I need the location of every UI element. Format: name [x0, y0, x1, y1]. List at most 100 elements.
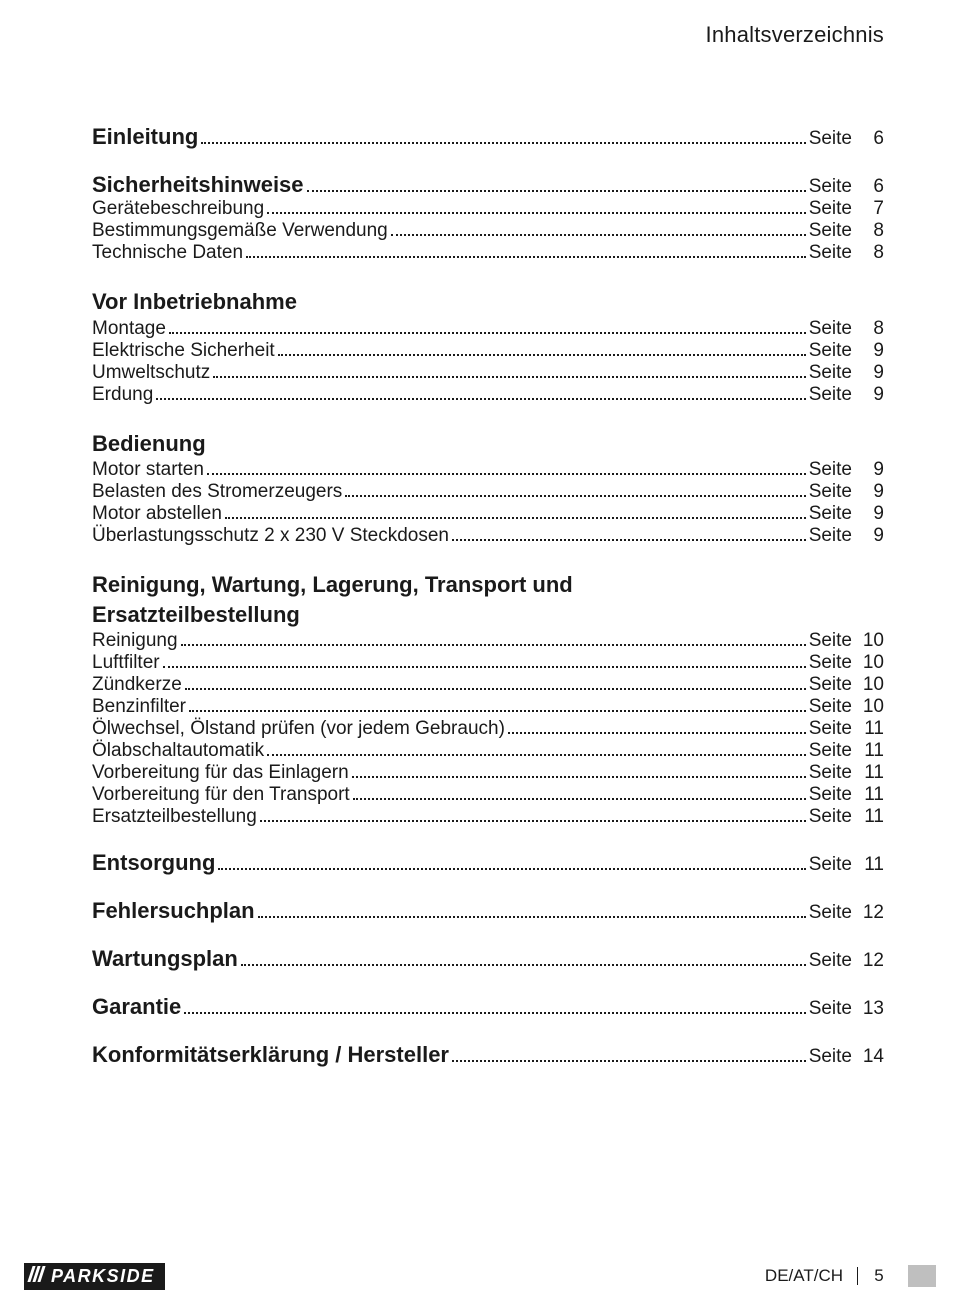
toc-heading-label: Sicherheitshinweise: [92, 174, 304, 196]
page-header: Inhaltsverzeichnis: [92, 22, 884, 48]
toc-entry-row: Belasten des StromerzeugersSeite9: [92, 482, 884, 501]
toc-entry-label: Belasten des Stromerzeugers: [92, 482, 342, 501]
toc-page-word: Seite: [809, 129, 852, 148]
toc-page-word: Seite: [809, 631, 852, 650]
page-corner-icon: [908, 1265, 936, 1287]
toc-section: SicherheitshinweiseSeite6Gerätebeschreib…: [92, 174, 884, 262]
toc-leader: [181, 644, 806, 646]
toc-page-number: 11: [856, 741, 884, 760]
toc-leader: [278, 354, 806, 356]
toc-page-number: 10: [856, 653, 884, 672]
toc-page-word: Seite: [809, 199, 852, 218]
toc-entry-label: Ölabschaltautomatik: [92, 741, 264, 760]
toc-heading-label: Wartungsplan: [92, 948, 238, 970]
toc-heading-row: Konformitätserklärung / HerstellerSeite1…: [92, 1044, 884, 1066]
toc-page-word: Seite: [809, 741, 852, 760]
toc-page-number: 10: [856, 697, 884, 716]
toc-entry-label: Technische Daten: [92, 243, 243, 262]
toc-entry-row: Ölwechsel, Ölstand prüfen (vor jedem Geb…: [92, 719, 884, 738]
brand-logo: PARKSIDE: [24, 1263, 165, 1290]
toc-page-number: 11: [856, 785, 884, 804]
toc-heading-label: Einleitung: [92, 126, 198, 148]
toc-entry-row: ZündkerzeSeite10: [92, 675, 884, 694]
toc-leader: [267, 754, 806, 756]
toc-page-word: Seite: [809, 526, 852, 545]
toc-entry-row: BenzinfilterSeite10: [92, 697, 884, 716]
toc-leader: [189, 710, 806, 712]
toc-leader: [207, 473, 806, 475]
toc-entry-row: ErdungSeite9: [92, 385, 884, 404]
toc-page-word: Seite: [809, 385, 852, 404]
toc-entry-label: Luftfilter: [92, 653, 160, 672]
toc-heading-row: SicherheitshinweiseSeite6: [92, 174, 884, 196]
toc-heading-row: Wartungsplan Seite12: [92, 948, 884, 970]
toc-entry-label: Ersatzteilbestellung: [92, 807, 257, 826]
toc-page-word: Seite: [809, 999, 852, 1018]
toc-entry-row: UmweltschutzSeite9: [92, 363, 884, 382]
footer-divider: [857, 1267, 858, 1285]
toc-heading-label: Fehlersuchplan: [92, 900, 255, 922]
toc-heading-label: Konformitätserklärung / Hersteller: [92, 1044, 449, 1066]
toc-heading-row: EntsorgungSeite11: [92, 852, 884, 874]
toc-page-word: Seite: [809, 460, 852, 479]
toc-page-number: 11: [856, 763, 884, 782]
toc-leader: [163, 666, 806, 668]
toc-page-number: 13: [856, 999, 884, 1018]
toc-entry-label: Vorbereitung für das Einlagern: [92, 763, 349, 782]
toc-page-word: Seite: [809, 675, 852, 694]
brand-stripes-icon: [30, 1266, 45, 1287]
toc-page-number: 10: [856, 631, 884, 650]
footer-region: DE/AT/CH: [765, 1266, 843, 1286]
toc-page-number: 9: [856, 363, 884, 382]
toc-page-word: Seite: [809, 903, 852, 922]
toc-entry-label: Umweltschutz: [92, 363, 210, 382]
toc-page-number: 9: [856, 504, 884, 523]
toc-page-word: Seite: [809, 785, 852, 804]
toc-section: Reinigung, Wartung, Lagerung, Transport …: [92, 571, 884, 826]
toc-page-number: 14: [856, 1047, 884, 1066]
toc-leader: [156, 398, 805, 400]
toc-page-word: Seite: [809, 504, 852, 523]
toc-page-number: 12: [856, 951, 884, 970]
toc-entry-row: Überlastungsschutz 2 x 230 V Steckdosen S…: [92, 526, 884, 545]
toc-leader: [508, 732, 806, 734]
toc-entry-label: Überlastungsschutz 2 x 230 V Steckdosen: [92, 526, 449, 545]
toc-page-number: 8: [856, 243, 884, 262]
toc-page-word: Seite: [809, 177, 852, 196]
toc-leader: [201, 142, 805, 144]
toc-page-number: 9: [856, 482, 884, 501]
toc-entry-label: Vorbereitung für den Transport: [92, 785, 350, 804]
toc-page-number: 9: [856, 526, 884, 545]
toc-heading-label: Reinigung, Wartung, Lagerung, Transport …: [92, 571, 884, 599]
toc-entry-row: Vorbereitung für den Transport Seite11: [92, 785, 884, 804]
toc-entry-label: Motor starten: [92, 460, 204, 479]
toc-page-number: 9: [856, 341, 884, 360]
toc-leader: [452, 1060, 806, 1062]
page: Inhaltsverzeichnis EinleitungSeite6Siche…: [0, 0, 960, 1309]
toc-heading-row: GarantieSeite13: [92, 996, 884, 1018]
toc-entry-label: Bestimmungsgemäße Verwendung: [92, 221, 388, 240]
toc-page-word: Seite: [809, 807, 852, 826]
toc-entry-row: ReinigungSeite10: [92, 631, 884, 650]
toc-page-number: 7: [856, 199, 884, 218]
toc-page-word: Seite: [809, 653, 852, 672]
toc-leader: [169, 332, 806, 334]
toc-heading-label: Bedienung: [92, 430, 884, 458]
toc-leader: [185, 688, 806, 690]
toc-entry-row: Bestimmungsgemäße VerwendungSeite8: [92, 221, 884, 240]
toc-section: FehlersuchplanSeite12: [92, 900, 884, 922]
toc-entry-label: Benzinfilter: [92, 697, 186, 716]
toc-page-word: Seite: [809, 341, 852, 360]
toc-leader: [352, 776, 806, 778]
toc-entry-label: Gerätebeschreibung: [92, 199, 264, 218]
toc-page-number: 8: [856, 319, 884, 338]
toc-page-word: Seite: [809, 951, 852, 970]
toc-entry-row: Vorbereitung für das EinlagernSeite11: [92, 763, 884, 782]
toc-section: Vor InbetriebnahmeMontageSeite8Elektrisc…: [92, 288, 884, 404]
toc-section: GarantieSeite13: [92, 996, 884, 1018]
toc-heading-label: Ersatzteilbestellung: [92, 601, 884, 629]
toc-page-number: 11: [856, 807, 884, 826]
toc-entry-label: Zündkerze: [92, 675, 182, 694]
toc-entry-row: Gerätebeschreibung Seite7: [92, 199, 884, 218]
toc-entry-row: Ersatzteilbestellung Seite11: [92, 807, 884, 826]
